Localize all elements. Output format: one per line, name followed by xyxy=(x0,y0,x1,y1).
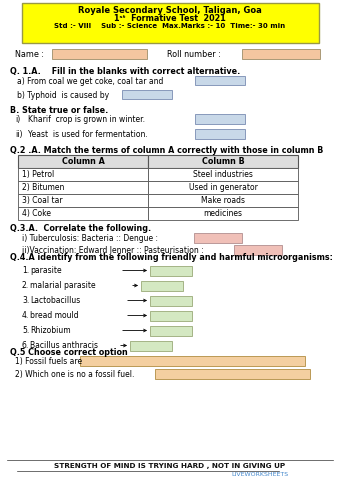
Bar xyxy=(150,311,192,321)
Bar xyxy=(194,233,242,243)
Text: i): i) xyxy=(15,115,20,124)
Bar xyxy=(234,245,282,255)
Text: Q.3.A.  Correlate the following.: Q.3.A. Correlate the following. xyxy=(10,224,151,233)
Text: 1) Petrol: 1) Petrol xyxy=(22,170,54,179)
Text: 2.: 2. xyxy=(22,281,29,290)
Bar xyxy=(148,194,298,207)
Text: bread mould: bread mould xyxy=(30,311,79,320)
Bar xyxy=(148,207,298,220)
Bar xyxy=(195,76,245,85)
Text: Q.2 .A. Match the terms of column A correctly with those in column B: Q.2 .A. Match the terms of column A corr… xyxy=(10,146,323,155)
Bar xyxy=(122,90,172,99)
Text: 1.: 1. xyxy=(22,266,29,275)
Text: Bacillus anthracis: Bacillus anthracis xyxy=(30,341,98,350)
Text: a) From coal we get coke, coal tar and: a) From coal we get coke, coal tar and xyxy=(17,77,164,86)
Text: Used in generator: Used in generator xyxy=(189,183,257,192)
Bar xyxy=(150,266,192,276)
Text: B. State true or false.: B. State true or false. xyxy=(10,106,108,115)
Text: Column B: Column B xyxy=(202,157,244,167)
Text: Kharif  crop is grown in winter.: Kharif crop is grown in winter. xyxy=(28,115,145,124)
Bar xyxy=(155,369,310,379)
Bar xyxy=(52,49,147,59)
Bar xyxy=(195,129,245,139)
Bar xyxy=(195,114,245,124)
Text: b) Typhoid  is caused by: b) Typhoid is caused by xyxy=(17,91,109,100)
Bar xyxy=(22,3,319,43)
Bar xyxy=(18,194,148,207)
Text: 6.: 6. xyxy=(22,341,29,350)
Bar xyxy=(18,168,148,181)
Text: ii): ii) xyxy=(15,130,22,139)
Bar xyxy=(242,49,320,59)
Text: Q.4.A identify from the following friendly and harmful microorganisms:: Q.4.A identify from the following friend… xyxy=(10,253,333,262)
Text: Yeast  is used for fermentation.: Yeast is used for fermentation. xyxy=(28,130,148,139)
Text: Rhizobium: Rhizobium xyxy=(30,326,71,335)
Text: Name :: Name : xyxy=(15,50,44,59)
Text: 1ˢᵗ  Formative Test  2021: 1ˢᵗ Formative Test 2021 xyxy=(114,14,226,23)
Text: Roll number :: Roll number : xyxy=(167,50,221,59)
Bar xyxy=(18,155,148,168)
Text: Q.5 Choose correct option: Q.5 Choose correct option xyxy=(10,348,128,357)
Text: 2) Which one is no a fossil fuel.: 2) Which one is no a fossil fuel. xyxy=(15,370,134,379)
Bar xyxy=(18,181,148,194)
Text: 4.: 4. xyxy=(22,311,29,320)
Bar xyxy=(80,356,305,366)
Bar xyxy=(148,168,298,181)
Text: medicines: medicines xyxy=(204,209,242,218)
Text: 3) Coal tar: 3) Coal tar xyxy=(22,196,63,205)
Text: i) Tuberculosis: Bacteria :: Dengue :: i) Tuberculosis: Bacteria :: Dengue : xyxy=(22,234,158,243)
Text: LIVEWORKSHEETS: LIVEWORKSHEETS xyxy=(232,472,289,477)
Bar xyxy=(148,155,298,168)
Text: Royale Secondary School, Taligan, Goa: Royale Secondary School, Taligan, Goa xyxy=(78,6,262,15)
Text: parasite: parasite xyxy=(30,266,62,275)
Text: Std :- VIII    Sub :- Science  Max.Marks :- 10  Time:- 30 min: Std :- VIII Sub :- Science Max.Marks :- … xyxy=(54,23,286,29)
Text: 5.: 5. xyxy=(22,326,29,335)
Text: 4) Coke: 4) Coke xyxy=(22,209,51,218)
Text: ii)Vaccination: Edward Jenner :: Pasteurisation :: ii)Vaccination: Edward Jenner :: Pasteur… xyxy=(22,246,204,255)
Text: Column A: Column A xyxy=(62,157,104,167)
Bar xyxy=(141,281,183,291)
Text: Q. 1.A.    Fill in the blanks with correct alternative.: Q. 1.A. Fill in the blanks with correct … xyxy=(10,67,240,76)
Bar xyxy=(18,207,148,220)
Bar xyxy=(148,181,298,194)
Bar xyxy=(150,326,192,336)
Text: malarial parasite: malarial parasite xyxy=(30,281,96,290)
Text: 2) Bitumen: 2) Bitumen xyxy=(22,183,64,192)
Text: STRENGTH OF MIND IS TRYING HARD , NOT IN GIVING UP: STRENGTH OF MIND IS TRYING HARD , NOT IN… xyxy=(54,463,286,469)
Bar xyxy=(130,341,172,351)
Text: 1) Fossil fuels are: 1) Fossil fuels are xyxy=(15,357,82,366)
Bar xyxy=(150,296,192,306)
Text: Make roads: Make roads xyxy=(201,196,245,205)
Text: Lactobacillus: Lactobacillus xyxy=(30,296,80,305)
Text: 3.: 3. xyxy=(22,296,29,305)
Text: Steel industries: Steel industries xyxy=(193,170,253,179)
